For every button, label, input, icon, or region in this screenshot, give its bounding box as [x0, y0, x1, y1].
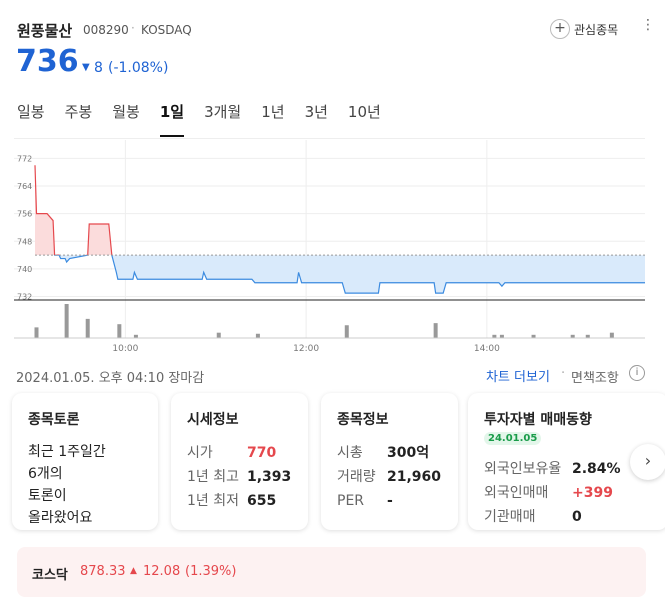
date-badge: 24.01.05 [484, 432, 542, 445]
date-status: 2024.01.05. 오후 04:10 장마감 [16, 371, 205, 386]
tab[interactable]: 1년 [261, 103, 285, 121]
row-key: 시가 [187, 445, 213, 461]
x-tick-label: 14:00 [474, 344, 500, 354]
tab[interactable]: 1일 [159, 101, 185, 137]
row-value: 770 [247, 445, 277, 461]
y-tick-label: 756 [17, 210, 32, 219]
disclaimer-link[interactable]: 면책조항 [571, 371, 619, 386]
volume-bar [499, 334, 504, 338]
tab[interactable]: 3개월 [204, 103, 242, 121]
volume-bar [609, 332, 614, 338]
card-line: 토론이 [28, 488, 67, 504]
card-title: 종목토론 [28, 412, 80, 428]
volume-bar [344, 325, 349, 338]
row-value: 1,393 [247, 469, 292, 485]
y-tick-label: 740 [17, 265, 32, 274]
x-tick-label: 10:00 [112, 344, 138, 354]
tab-bar: 일봉 주봉 월봉 1일 3개월 1년 3년 10년 [17, 101, 381, 138]
card-line: 6개의 [28, 466, 63, 482]
volume-bar [34, 327, 39, 338]
volume-bar [216, 332, 221, 338]
row-key: 1년 최고 [187, 469, 239, 485]
card-title: 종목정보 [337, 412, 389, 428]
volume-bar [255, 333, 260, 338]
volume-bar [133, 334, 138, 338]
intraday-chart: 732 740 748 756 764 772 10:00 12:00 14:00 [14, 140, 645, 354]
discussion-card[interactable]: 종목토론 최근 1주일간 6개의 토론이 올라왔어요 [12, 393, 158, 530]
x-tick-label: 12:00 [293, 344, 319, 354]
volume-bar [585, 334, 590, 338]
card-title: 시세정보 [187, 412, 239, 428]
price-change-pct: (-1.08%) [108, 60, 169, 76]
up-arrow: ▲ [130, 566, 137, 576]
row-value: - [387, 493, 393, 509]
price-info-card[interactable]: 시세정보 시가 770 1년 최고 1,393 1년 최저 655 [171, 393, 308, 530]
tab[interactable]: 주봉 [64, 103, 93, 121]
volume-bar [85, 318, 90, 338]
row-key: 시총 [337, 445, 363, 461]
dot: · [131, 21, 135, 35]
next-button[interactable]: › [630, 444, 665, 480]
card-line: 최근 1주일간 [28, 444, 106, 460]
chart-more-link[interactable]: 차트 더보기 [486, 370, 550, 385]
market: KOSDAQ [141, 23, 192, 37]
volume-bar [570, 334, 575, 338]
stock-name: 원풍물산 [17, 22, 73, 40]
volume-bar [117, 324, 122, 338]
index-bar[interactable]: 코스닥 878.33 ▲ 12.08 (1.39%) [17, 547, 646, 597]
more-menu[interactable]: ⋮ [641, 17, 655, 33]
y-tick-label: 772 [17, 154, 32, 163]
down-arrow: ▼ [82, 62, 90, 73]
stock-code: 008290 [83, 23, 129, 37]
row-key: PER [337, 493, 365, 509]
tab[interactable]: 일봉 [17, 103, 45, 121]
watch-button[interactable]: 관심종목 [574, 23, 619, 37]
volume-bar [492, 334, 497, 338]
add-icon[interactable]: + [550, 19, 570, 39]
index-name: 코스닥 [32, 568, 68, 583]
volume-bar [531, 334, 536, 338]
divider [14, 138, 645, 139]
tab[interactable]: 3년 [304, 103, 328, 121]
row-key: 1년 최저 [187, 493, 239, 509]
index-change: 12.08 [143, 564, 181, 579]
row-value: 21,960 [387, 469, 442, 485]
y-tick-label: 748 [17, 237, 32, 246]
info-icon[interactable]: i [629, 365, 645, 381]
tab[interactable]: 월봉 [112, 103, 140, 121]
card-line: 올라왔어요 [28, 510, 93, 526]
row-key: 외국인매매 [484, 485, 549, 501]
volume-bar [433, 323, 438, 338]
volume-bar [64, 304, 69, 338]
y-tick-label: 732 [17, 293, 32, 302]
row-key: 거래량 [337, 469, 376, 485]
row-value: 300억 [387, 445, 430, 461]
price-line [53, 255, 645, 294]
area [35, 255, 645, 294]
tab[interactable]: 10년 [347, 103, 381, 121]
index-value: 878.33 [80, 564, 126, 579]
price: 736 [16, 44, 79, 79]
dot: · [561, 366, 566, 381]
index-change-pct: (1.39%) [185, 564, 237, 579]
card-title: 투자자별 매매동향 [484, 412, 592, 428]
area [35, 165, 112, 256]
row-value: 655 [247, 493, 277, 509]
row-value: 2.84% [572, 461, 621, 477]
row-value: 0 [572, 509, 582, 525]
y-tick-label: 764 [17, 182, 32, 191]
row-key: 외국인보유율 [484, 461, 562, 477]
row-key: 기관매매 [484, 509, 536, 525]
price-change: 8 [94, 60, 103, 76]
stock-info-card[interactable]: 종목정보 시총 300억 거래량 21,960 PER - [321, 393, 458, 530]
row-value: +399 [572, 485, 613, 501]
